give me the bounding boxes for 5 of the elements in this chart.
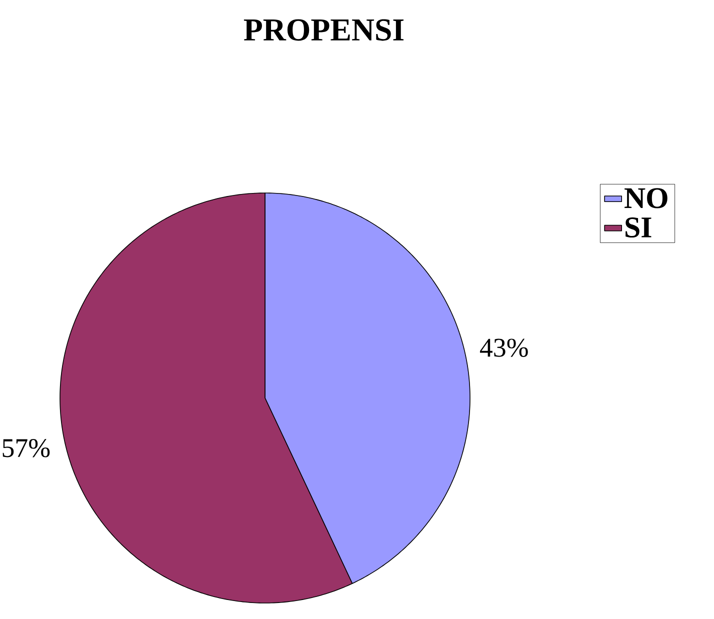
data-label: 43% (480, 338, 528, 357)
data-label: 57% (2, 439, 50, 458)
legend-label: NO (624, 188, 668, 208)
legend-label: SI (626, 217, 652, 238)
chart-title: PROPENSI (244, 19, 404, 41)
